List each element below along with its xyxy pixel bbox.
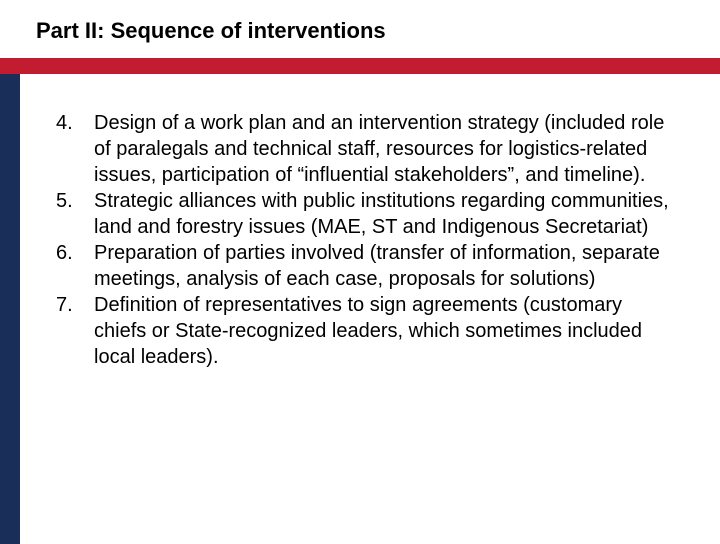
list-item: Preparation of parties involved (transfe… xyxy=(50,240,670,292)
list-item: Strategic alliances with public institut… xyxy=(50,188,670,240)
divider-red-bar xyxy=(0,58,720,74)
sidebar-blue-accent xyxy=(0,74,20,544)
content-wrapper: Design of a work plan and an interventio… xyxy=(0,74,720,544)
interventions-list: Design of a work plan and an interventio… xyxy=(50,110,670,370)
page-title: Part II: Sequence of interventions xyxy=(36,18,720,44)
list-item: Definition of representatives to sign ag… xyxy=(50,292,670,370)
header: Part II: Sequence of interventions xyxy=(0,0,720,58)
list-item: Design of a work plan and an interventio… xyxy=(50,110,670,188)
content-area: Design of a work plan and an interventio… xyxy=(20,74,720,544)
